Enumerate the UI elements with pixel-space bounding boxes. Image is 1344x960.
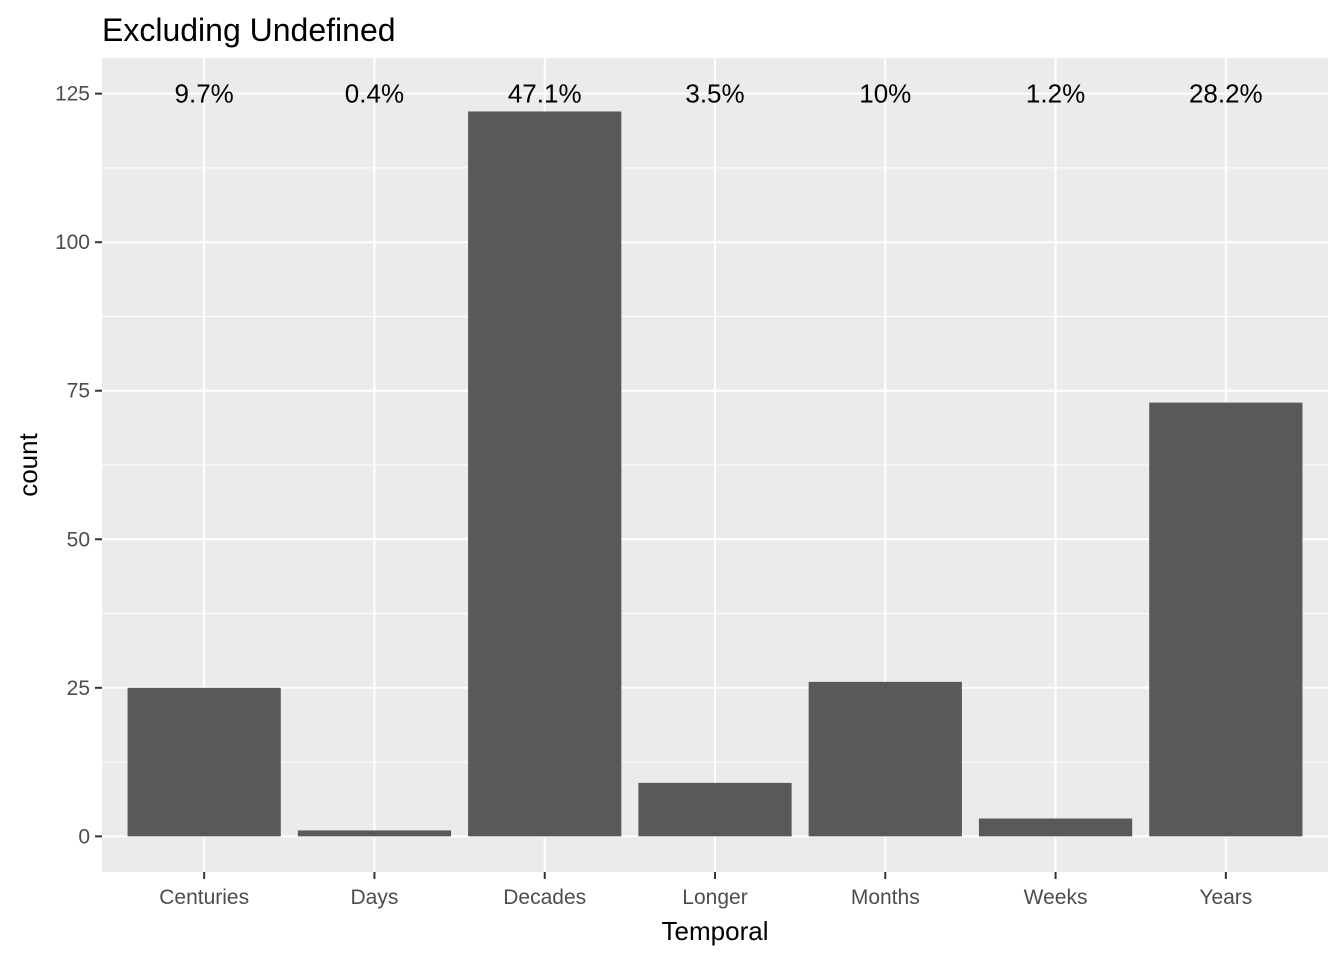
- percent-label-decades: 47.1%: [508, 79, 582, 109]
- x-tick-label-longer: Longer: [682, 886, 747, 909]
- x-tick-label-months: Months: [851, 886, 920, 909]
- y-tick-label: 50: [67, 528, 90, 551]
- bar-centuries: [127, 687, 281, 837]
- percent-label-longer: 3.5%: [685, 79, 744, 109]
- bar-weeks: [978, 818, 1133, 837]
- chart-title: Excluding Undefined: [102, 12, 396, 48]
- y-tick-label: 125: [55, 83, 90, 106]
- x-tick-label-years: Years: [1199, 886, 1252, 909]
- y-tick-label: 75: [67, 380, 90, 403]
- y-axis: 0 25 50 75 100 125: [55, 83, 102, 848]
- x-tick-label-days: Days: [351, 886, 399, 909]
- y-tick-label: 25: [67, 677, 90, 700]
- x-axis-title: Temporal: [662, 916, 769, 946]
- bar-labels: 9.7% 0.4% 47.1% 3.5% 10% 1.2% 28.2%: [175, 79, 1263, 109]
- x-axis: Centuries Days Decades Longer Months Weeks Yea…: [159, 872, 1252, 909]
- percent-label-days: 0.4%: [345, 79, 404, 109]
- x-tick-label-weeks: Weeks: [1024, 886, 1088, 909]
- percent-label-centuries: 9.7%: [175, 79, 234, 109]
- x-tick-label-centuries: Centuries: [159, 886, 249, 909]
- x-tick-label-decades: Decades: [503, 886, 586, 909]
- bar-longer: [638, 782, 792, 837]
- percent-label-years: 28.2%: [1189, 79, 1263, 109]
- bar-months: [808, 681, 962, 837]
- bar-decades: [468, 111, 622, 837]
- bar-days: [297, 830, 452, 837]
- percent-label-months: 10%: [859, 79, 911, 109]
- bar-years: [1149, 402, 1303, 837]
- y-tick-label: 100: [55, 231, 90, 254]
- y-axis-title: count: [13, 432, 43, 496]
- percent-label-weeks: 1.2%: [1026, 79, 1085, 109]
- y-tick-label: 0: [78, 825, 90, 848]
- bars: [127, 111, 1303, 837]
